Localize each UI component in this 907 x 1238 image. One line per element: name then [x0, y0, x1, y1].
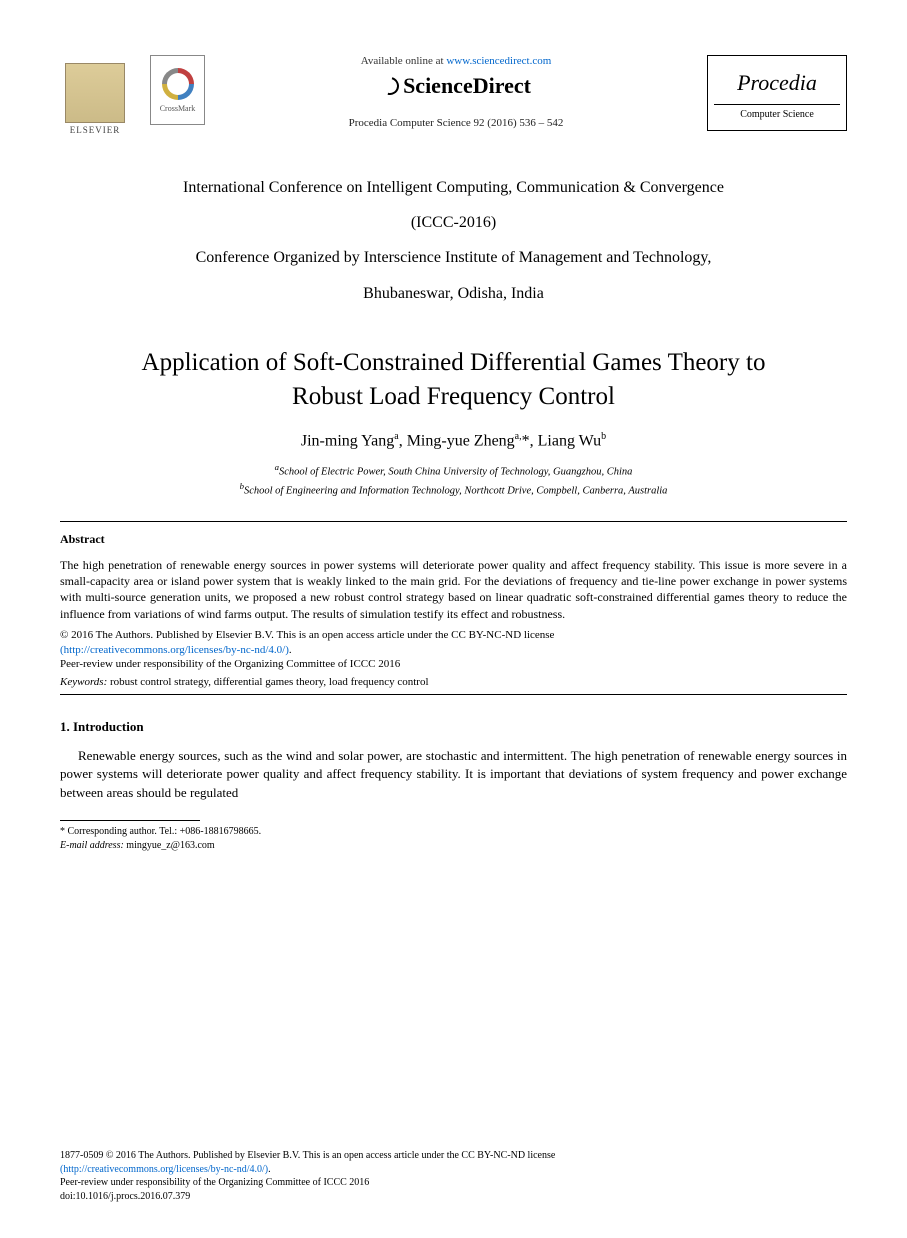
crossmark-icon — [162, 68, 194, 100]
crossmark-badge[interactable]: CrossMark — [150, 55, 205, 125]
footer-doi: doi:10.1016/j.procs.2016.07.379 — [60, 1190, 847, 1204]
center-header: Available online at www.sciencedirect.co… — [205, 50, 707, 129]
keywords-line: Keywords: robust control strategy, diffe… — [60, 676, 847, 688]
affiliation-a: aSchool of Electric Power, South China U… — [60, 461, 847, 480]
available-online-line: Available online at www.sciencedirect.co… — [205, 55, 707, 67]
footnote-rule — [60, 820, 200, 821]
conference-line-3: Conference Organized by Interscience Ins… — [60, 240, 847, 275]
email-line: E-mail address: mingyue_z@163.com — [60, 839, 847, 853]
footer-block: 1877-0509 © 2016 The Authors. Published … — [60, 1149, 847, 1203]
paper-title: Application of Soft-Constrained Differen… — [60, 346, 847, 414]
footer-license-link[interactable]: (http://creativecommons.org/licenses/by-… — [60, 1164, 268, 1175]
abstract-body: The high penetration of renewable energy… — [60, 557, 847, 622]
authors-line: Jin-ming Yanga, Ming-yue Zhenga,*, Liang… — [60, 431, 847, 450]
keywords-label: Keywords: — [60, 676, 107, 688]
copyright-line-1: © 2016 The Authors. Published by Elsevie… — [60, 629, 554, 641]
copyright-block: © 2016 The Authors. Published by Elsevie… — [60, 628, 847, 673]
rule-above-abstract — [60, 521, 847, 522]
elsevier-logo: ELSEVIER — [60, 50, 130, 135]
email-label: E-mail address: — [60, 840, 124, 851]
sciencedirect-text: ScienceDirect — [403, 73, 531, 99]
left-logos: ELSEVIER CrossMark — [60, 50, 205, 135]
section-1-heading: 1. Introduction — [60, 719, 847, 735]
conference-block: International Conference on Intelligent … — [60, 170, 847, 311]
crossmark-label: CrossMark — [160, 104, 196, 113]
elsevier-label: ELSEVIER — [70, 125, 121, 135]
procedia-subtitle: Computer Science — [714, 104, 840, 120]
keywords-text: robust control strategy, differential ga… — [107, 676, 428, 688]
conference-line-1: International Conference on Intelligent … — [60, 170, 847, 205]
license-link[interactable]: (http://creativecommons.org/licenses/by-… — [60, 644, 289, 656]
conference-line-2: (ICCC-2016) — [60, 205, 847, 240]
rule-below-keywords — [60, 694, 847, 695]
title-line-2: Robust Load Frequency Control — [60, 380, 847, 414]
header-row: ELSEVIER CrossMark Available online at w… — [60, 50, 847, 135]
sciencedirect-url[interactable]: www.sciencedirect.com — [446, 55, 551, 67]
section-1-para: Renewable energy sources, such as the wi… — [60, 747, 847, 802]
title-line-1: Application of Soft-Constrained Differen… — [60, 346, 847, 380]
citation-line: Procedia Computer Science 92 (2016) 536 … — [205, 117, 707, 129]
abstract-heading: Abstract — [60, 532, 847, 547]
footer-peer-line: Peer-review under responsibility of the … — [60, 1176, 847, 1190]
conference-line-4: Bhubaneswar, Odisha, India — [60, 276, 847, 311]
corresponding-author: * Corresponding author. Tel.: +086-18816… — [60, 825, 847, 839]
procedia-title: Procedia — [714, 70, 840, 96]
footnote-block: * Corresponding author. Tel.: +086-18816… — [60, 825, 847, 853]
procedia-box: Procedia Computer Science — [707, 55, 847, 131]
affiliations: aSchool of Electric Power, South China U… — [60, 461, 847, 499]
elsevier-tree-icon — [65, 63, 125, 123]
peer-review-line: Peer-review under responsibility of the … — [60, 658, 400, 670]
available-prefix: Available online at — [361, 55, 447, 67]
footer-issn-line: 1877-0509 © 2016 The Authors. Published … — [60, 1149, 847, 1163]
affiliation-b: bSchool of Engineering and Information T… — [60, 480, 847, 499]
sciencedirect-brand: ScienceDirect — [381, 73, 531, 99]
email-value: mingyue_z@163.com — [124, 840, 215, 851]
sciencedirect-swoosh-icon — [378, 74, 403, 99]
